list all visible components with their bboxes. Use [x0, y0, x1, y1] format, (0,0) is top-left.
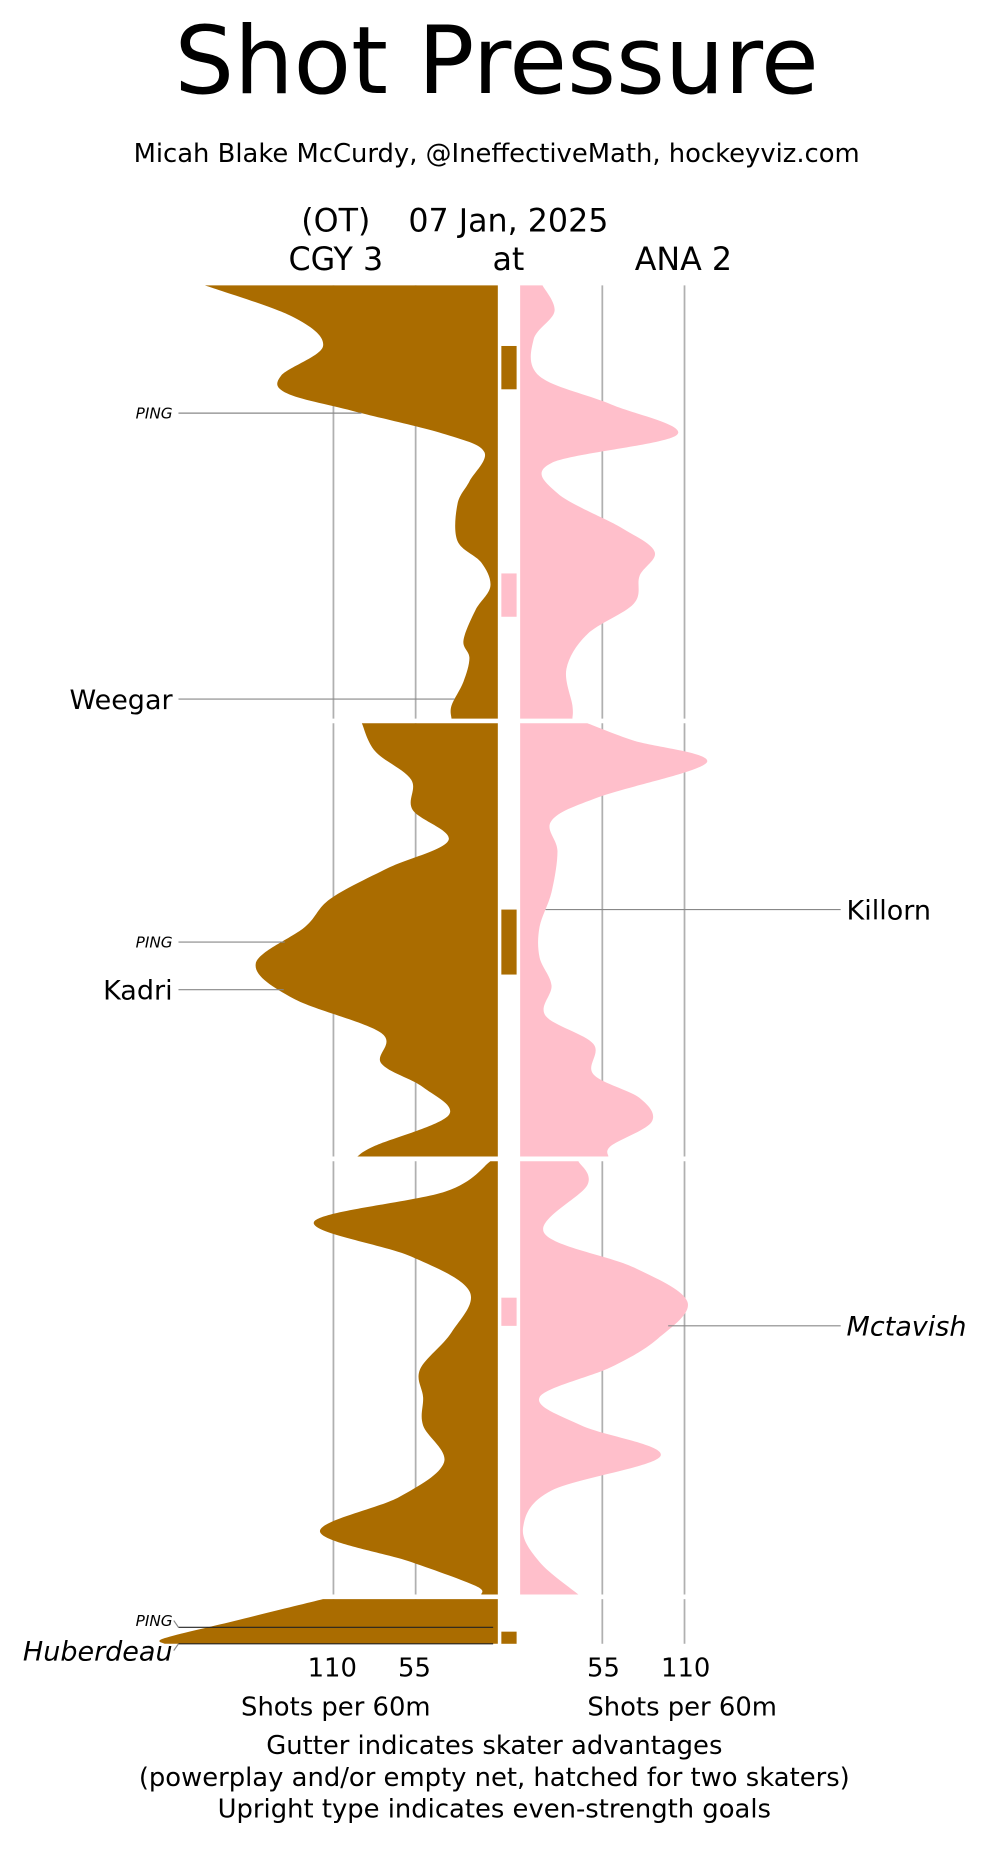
- away-team-score: CGY 3: [288, 242, 383, 278]
- gutter-advantage-away: [501, 1631, 517, 1644]
- gutter-advantage-away: [501, 345, 517, 390]
- overtime-label: (OT): [301, 203, 370, 239]
- game-date: 07 Jan, 2025: [408, 203, 608, 239]
- goal-scorer-label: Killorn: [847, 895, 931, 926]
- footnote-line-3: Upright type indicates even-strength goa…: [218, 1795, 771, 1825]
- tick-label-left-110: 110: [308, 1654, 357, 1684]
- footnote-line-2: (powerplay and/or empty net, hatched for…: [139, 1763, 850, 1793]
- footnote-line-1: Gutter indicates skater advantages: [266, 1731, 722, 1761]
- tick-label-right-110: 110: [661, 1654, 710, 1684]
- goal-label-leader: [173, 1643, 179, 1651]
- home-shot-area-p1: [520, 285, 679, 719]
- goal-scorer-label: PING: [136, 405, 173, 423]
- gutter-advantage-home: [501, 1297, 517, 1326]
- goal-scorer-label: Mctavish: [847, 1312, 967, 1343]
- away-shot-area-p4: [159, 1599, 498, 1644]
- goal-scorer-label: Kadri: [103, 975, 173, 1006]
- gutter-advantage-away: [501, 909, 517, 975]
- x-axis-label-right: Shots per 60m: [587, 1692, 777, 1722]
- chart-title: Shot Pressure: [175, 7, 819, 116]
- goal-scorer-label: PING: [136, 1612, 173, 1630]
- x-axis-label-left: Shots per 60m: [241, 1692, 431, 1722]
- home-shot-area-p2: [520, 723, 708, 1157]
- goal-scorer-label: PING: [136, 934, 173, 952]
- tick-label-left-55: 55: [398, 1654, 431, 1684]
- goal-scorer-label: Weegar: [69, 685, 173, 716]
- goal-scorer-label: Huberdeau: [23, 1636, 173, 1667]
- gutter-advantage-home: [501, 573, 517, 617]
- at-label: at: [492, 242, 524, 278]
- chart-subtitle: Micah Blake McCurdy, @IneffectiveMath, h…: [134, 139, 860, 169]
- home-shot-area-p3: [520, 1161, 688, 1595]
- away-shot-area-p1: [204, 285, 498, 719]
- home-team-score: ANA 2: [635, 242, 732, 278]
- away-shot-area-p2: [255, 723, 498, 1157]
- goal-label-leader: [173, 1620, 179, 1628]
- away-shot-area-p3: [313, 1161, 498, 1595]
- tick-label-right-55: 55: [587, 1654, 620, 1684]
